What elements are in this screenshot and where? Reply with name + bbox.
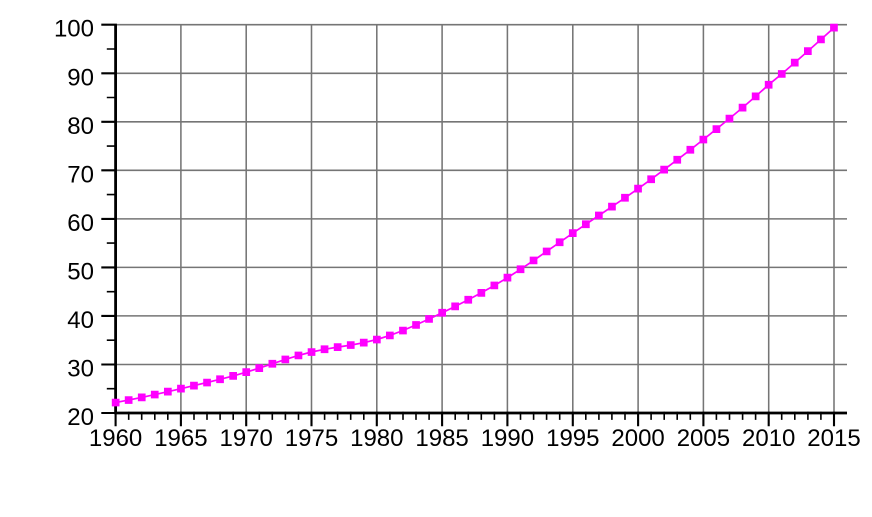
svg-text:60: 60 — [67, 210, 94, 237]
svg-text:1985: 1985 — [415, 425, 468, 452]
svg-text:1980: 1980 — [350, 425, 403, 452]
svg-text:20: 20 — [67, 404, 94, 431]
svg-text:80: 80 — [67, 113, 94, 140]
svg-text:1975: 1975 — [285, 425, 338, 452]
svg-text:1970: 1970 — [220, 425, 273, 452]
svg-text:70: 70 — [67, 161, 94, 188]
svg-text:2010: 2010 — [742, 425, 795, 452]
svg-text:1965: 1965 — [154, 425, 207, 452]
svg-text:1995: 1995 — [546, 425, 599, 452]
svg-text:2000: 2000 — [611, 425, 664, 452]
svg-text:50: 50 — [67, 258, 94, 285]
svg-text:40: 40 — [67, 307, 94, 334]
svg-text:2015: 2015 — [807, 425, 860, 452]
svg-text:1990: 1990 — [481, 425, 534, 452]
svg-text:100: 100 — [54, 16, 94, 43]
svg-text:2005: 2005 — [677, 425, 730, 452]
svg-text:30: 30 — [67, 356, 94, 383]
svg-text:90: 90 — [67, 64, 94, 91]
svg-text:1960: 1960 — [89, 425, 142, 452]
